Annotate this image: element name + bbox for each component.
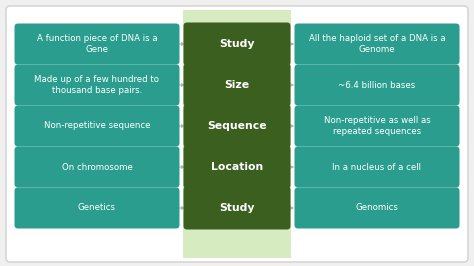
Text: On chromosome: On chromosome [62,163,132,172]
FancyBboxPatch shape [6,6,468,262]
FancyBboxPatch shape [294,188,459,228]
FancyBboxPatch shape [294,23,459,64]
FancyBboxPatch shape [183,105,291,148]
Text: A function piece of DNA is a
Gene: A function piece of DNA is a Gene [36,34,157,54]
Text: Location: Location [211,162,263,172]
Text: Made up of a few hundred to
thousand base pairs.: Made up of a few hundred to thousand bas… [35,75,159,95]
Text: ~6.4 billion bases: ~6.4 billion bases [338,81,416,89]
Text: Study: Study [219,39,255,49]
Text: Size: Size [224,80,250,90]
FancyBboxPatch shape [15,23,180,64]
FancyBboxPatch shape [183,186,291,230]
FancyBboxPatch shape [294,106,459,147]
Text: Genomics: Genomics [356,203,399,213]
Text: Genetics: Genetics [78,203,116,213]
Text: Study: Study [219,203,255,213]
FancyBboxPatch shape [294,64,459,106]
FancyBboxPatch shape [15,64,180,106]
Text: Sequence: Sequence [207,121,267,131]
FancyBboxPatch shape [183,64,291,106]
Text: All the haploid set of a DNA is a
Genome: All the haploid set of a DNA is a Genome [309,34,445,54]
FancyBboxPatch shape [183,146,291,189]
FancyBboxPatch shape [183,10,291,258]
FancyBboxPatch shape [15,106,180,147]
Text: Non-repetitive as well as
repeated sequences: Non-repetitive as well as repeated seque… [324,116,430,136]
Text: Non-repetitive sequence: Non-repetitive sequence [44,122,150,131]
FancyBboxPatch shape [15,147,180,188]
FancyBboxPatch shape [15,188,180,228]
Text: In a nucleus of a cell: In a nucleus of a cell [332,163,421,172]
FancyBboxPatch shape [294,147,459,188]
FancyBboxPatch shape [183,23,291,65]
